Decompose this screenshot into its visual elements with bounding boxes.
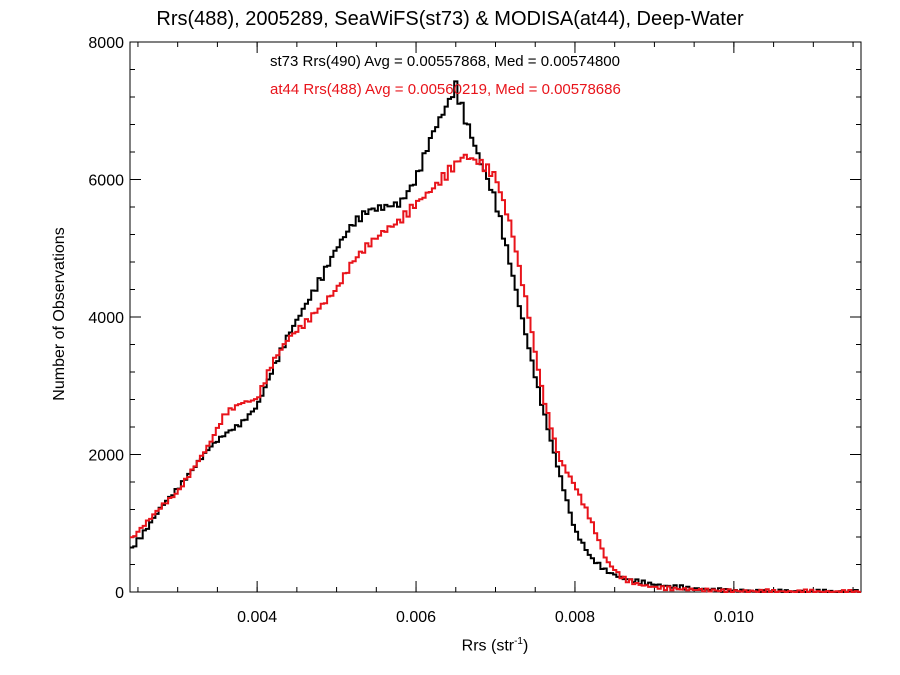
x-tick-label: 0.004 <box>237 609 277 626</box>
x-tick-label: 0.010 <box>714 609 754 626</box>
y-axis-label: Number of Observations <box>51 227 68 401</box>
y-tick-label: 0 <box>115 585 124 602</box>
chart-title: Rrs(488), 2005289, SeaWiFS(st73) & MODIS… <box>156 8 744 30</box>
x-axis-label-exponent: -1 <box>514 636 524 647</box>
plot-frame <box>129 41 862 593</box>
y-tick-label: 2000 <box>88 448 124 465</box>
at44-stats-annotation: at44 Rrs(488) Avg = 0.00560219, Med = 0.… <box>270 81 621 98</box>
at44-histogram-line <box>130 153 861 593</box>
x-axis-label-prefix: Rrs (str <box>461 637 515 655</box>
x-tick-label: 0.006 <box>396 609 436 626</box>
x-axis-label-suffix: ) <box>523 637 529 655</box>
x-axis-label: Rrs (str-1) <box>462 636 529 655</box>
y-tick-label: 6000 <box>88 173 124 190</box>
y-tick-label: 4000 <box>88 310 124 327</box>
x-tick-label: 0.008 <box>555 609 595 626</box>
st73-histogram-line <box>130 80 861 593</box>
st73-stats-annotation: st73 Rrs(490) Avg = 0.00557868, Med = 0.… <box>270 53 620 70</box>
y-tick-label: 8000 <box>88 35 124 52</box>
